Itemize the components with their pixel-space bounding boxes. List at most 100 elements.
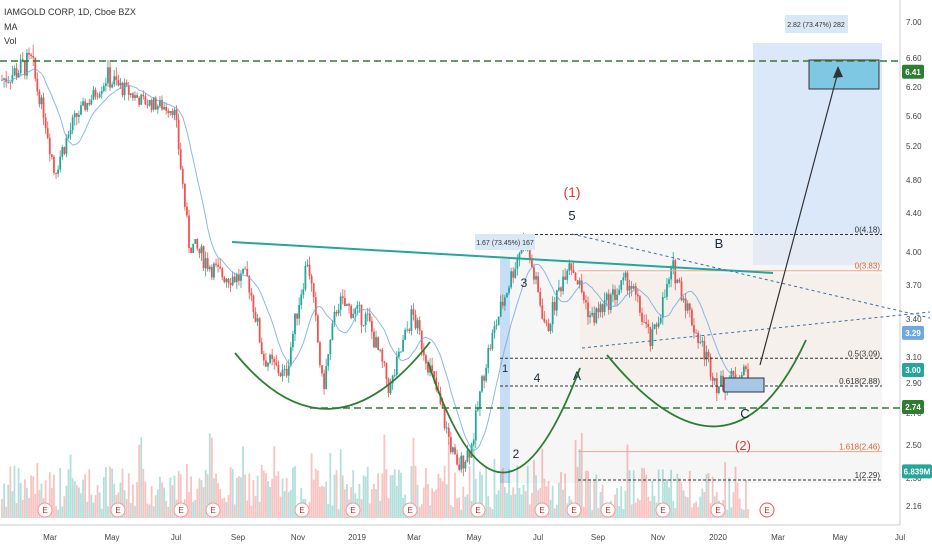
candle-body [582, 292, 585, 301]
candle-body [636, 294, 639, 297]
price-badge [902, 363, 924, 377]
volume-bar [321, 485, 323, 518]
candle-body [395, 356, 398, 375]
wave-c-label: C [740, 406, 749, 421]
volume-bar [292, 467, 294, 518]
volume-bar [560, 472, 562, 518]
fib-level-label: 0.618(2.88) [839, 377, 880, 386]
candle-body [123, 82, 126, 96]
y-tick-label: 7.00 [906, 18, 922, 27]
candle-body [308, 264, 311, 276]
x-tick-label: Jul [895, 533, 905, 542]
volume-bar [123, 490, 126, 518]
volume-bar [630, 504, 633, 518]
candle-body [690, 309, 693, 326]
candle-body [113, 76, 116, 85]
candle-body [514, 268, 517, 278]
measure-bar [500, 259, 510, 483]
volume-bar [215, 473, 217, 518]
candle-body [129, 93, 132, 95]
candle-body [246, 268, 249, 276]
candle-body [7, 82, 10, 83]
x-tick-label: Jul [171, 533, 181, 542]
candle-body [483, 376, 485, 381]
candle-body [609, 294, 612, 310]
candle-body [277, 365, 280, 374]
volume-bar [337, 509, 340, 518]
candle-body [408, 329, 411, 332]
volume-bar [518, 487, 521, 518]
candle-body [454, 447, 456, 455]
candle-body [152, 97, 155, 110]
volume-bar [632, 470, 635, 518]
y-tick-label: 6.60 [906, 54, 922, 63]
candle-body [414, 314, 417, 329]
volume-bar [73, 481, 76, 518]
candle-body [100, 91, 103, 94]
volume-bar [262, 470, 265, 518]
volume-bar [711, 476, 714, 518]
candle-body [98, 93, 101, 98]
volume-bar [341, 475, 344, 518]
candle-body [489, 348, 492, 349]
candle-body [501, 301, 504, 306]
y-tick-label: 2.90 [906, 379, 922, 388]
candle-body [745, 366, 747, 370]
earnings-marker [470, 502, 486, 518]
volume-bar [422, 487, 425, 518]
y-tick-label: 5.20 [906, 142, 922, 151]
volume-bar [50, 488, 53, 518]
volume-bar [271, 478, 274, 518]
candle-body [549, 324, 552, 332]
candle-body [603, 300, 606, 312]
candle-body [535, 276, 537, 280]
volume-bar [587, 470, 589, 518]
candle-body [171, 110, 174, 116]
candle-body [217, 264, 220, 267]
volume-indicator-label: Vol [4, 36, 17, 46]
volume-bar [397, 469, 400, 518]
volume-bar [5, 506, 8, 518]
volume-bar [379, 500, 382, 518]
candle-body [385, 362, 388, 380]
candle-body [219, 266, 222, 269]
candle-body [470, 444, 473, 458]
candle-body [572, 269, 575, 273]
candle-body [163, 106, 165, 110]
candle-body [634, 286, 637, 295]
x-tick-label: Nov [291, 533, 305, 542]
earnings-marker [205, 502, 221, 518]
earnings-marker-label: E [539, 506, 544, 515]
candle-body [237, 274, 240, 281]
volume-bar [495, 494, 498, 518]
candle-body [578, 280, 581, 285]
earnings-marker-label: E [42, 506, 47, 515]
volume-bar [171, 485, 174, 518]
candle-body [400, 351, 402, 353]
volume-bar [40, 483, 43, 518]
volume-bar [229, 467, 232, 518]
volume-bar [248, 473, 251, 518]
candle-body [17, 73, 20, 78]
candle-body [206, 258, 209, 270]
volume-bar [138, 444, 141, 518]
volume-bar [44, 480, 47, 518]
candle-body [92, 89, 95, 100]
wave-5-label: 5 [568, 208, 575, 223]
candle-body [312, 283, 315, 298]
volume-bar [154, 495, 157, 518]
wave-a-label: A [573, 369, 581, 383]
volume-bar [695, 501, 697, 518]
volume-bar [443, 465, 446, 518]
candle-body [267, 362, 269, 367]
volume-bar [269, 487, 271, 518]
measure-mid-bg [475, 234, 535, 250]
candle-body [576, 280, 579, 285]
volume-bar [393, 469, 396, 518]
candle-body [138, 97, 141, 105]
candle-body [61, 147, 64, 157]
price-badge [902, 325, 924, 340]
candle-body [418, 320, 421, 331]
volume-bar [728, 477, 731, 518]
